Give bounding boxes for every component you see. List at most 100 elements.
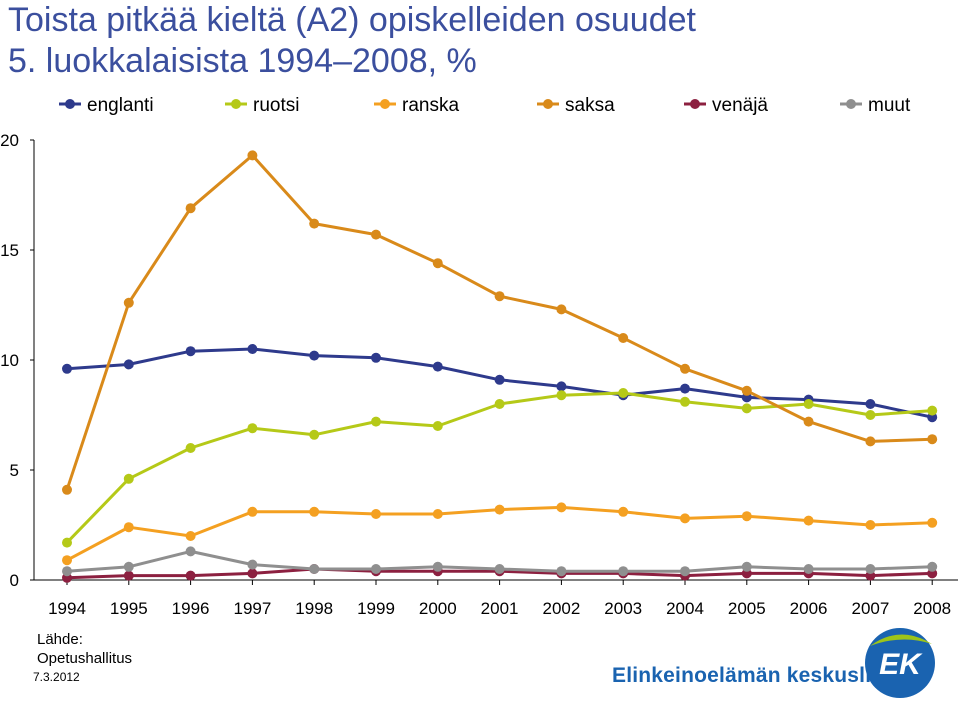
data-point	[680, 363, 690, 374]
x-tick-label: 1998	[295, 599, 333, 618]
ek-logo-text: EK	[879, 648, 923, 681]
legend-label: saksa	[565, 95, 615, 116]
data-point	[865, 410, 876, 420]
legend-label: muut	[868, 95, 911, 116]
data-point	[123, 570, 134, 581]
data-point	[618, 333, 629, 343]
y-tick-label: 15	[0, 241, 19, 260]
series-line	[65, 153, 933, 491]
data-point	[927, 561, 938, 572]
date-stamp: 7.3.2012	[33, 670, 80, 684]
data-point	[309, 564, 320, 574]
legend-item: venäjä	[684, 95, 768, 116]
y-tick-label: 20	[0, 131, 19, 150]
data-point	[62, 537, 72, 548]
data-point	[247, 506, 258, 517]
data-point	[123, 561, 134, 572]
data-point	[556, 304, 567, 315]
data-point	[371, 509, 381, 519]
data-point	[865, 399, 876, 409]
legend-marker	[846, 99, 856, 109]
ek-logo: EK	[865, 628, 935, 698]
legend-marker	[690, 99, 700, 109]
data-point	[432, 421, 443, 431]
data-point	[371, 416, 381, 427]
legend-marker	[543, 99, 553, 109]
x-tick-label: 1999	[357, 599, 395, 618]
source-name: Opetushallitus	[37, 650, 133, 667]
data-point	[803, 399, 814, 409]
data-point	[62, 484, 72, 495]
data-point	[185, 531, 196, 541]
data-point	[247, 568, 258, 579]
legend-label: ranska	[402, 95, 459, 116]
data-point	[185, 570, 196, 581]
y-tick-label: 0	[10, 571, 19, 590]
chart-title: Toista pitkää kieltä (A2) opiskelleiden …	[8, 0, 696, 82]
data-point	[494, 399, 505, 409]
legend-item: ranska	[374, 95, 459, 116]
series	[62, 502, 938, 566]
data-point	[309, 218, 320, 229]
data-point	[62, 363, 72, 374]
data-point	[556, 566, 567, 577]
data-point	[865, 436, 876, 447]
ek-logo-swoosh	[870, 634, 932, 646]
data-point	[62, 566, 72, 577]
data-point	[618, 506, 629, 517]
legend-item: muut	[840, 95, 911, 116]
data-point	[247, 150, 258, 161]
data-point	[618, 566, 629, 577]
data-point	[185, 546, 196, 557]
x-tick-label: 2000	[419, 599, 457, 618]
legend-marker	[231, 99, 241, 109]
data-point	[927, 405, 938, 416]
data-point	[494, 504, 505, 515]
x-tick-label: 2002	[542, 599, 580, 618]
data-point	[371, 564, 381, 574]
x-tick-label: 1997	[233, 599, 271, 618]
data-point	[494, 374, 505, 385]
legend-label: venäjä	[712, 95, 768, 116]
ek-logo-circle	[865, 628, 935, 698]
x-tick-label: 2005	[728, 599, 766, 618]
data-point	[309, 350, 320, 361]
data-point	[556, 502, 567, 513]
data-point	[865, 564, 876, 574]
data-point	[247, 423, 258, 434]
chart-title-line2: 5. luokkalaisista 1994–2008, %	[8, 42, 477, 80]
data-point	[309, 429, 320, 440]
legend-item: englanti	[59, 95, 154, 116]
data-point	[371, 229, 381, 240]
source-note: Lähde: Opetushallitus	[37, 630, 132, 668]
y-tick-label: 10	[0, 351, 19, 370]
data-point	[494, 564, 505, 574]
data-point	[185, 346, 196, 357]
legend-label: englanti	[87, 95, 154, 116]
x-tick-label: 2008	[913, 599, 951, 618]
data-point	[432, 509, 443, 519]
data-point	[680, 513, 690, 524]
x-tick-label: 1994	[48, 599, 86, 618]
data-point	[741, 561, 752, 572]
legend-item: saksa	[537, 95, 615, 116]
series	[62, 150, 938, 495]
data-point	[62, 555, 72, 566]
x-tick-label: 1995	[110, 599, 148, 618]
legend-label: ruotsi	[253, 95, 299, 116]
x-tick-label: 2006	[790, 599, 828, 618]
data-point	[927, 434, 938, 445]
data-point	[618, 388, 629, 398]
data-point	[123, 297, 134, 308]
data-point	[432, 361, 443, 372]
data-point	[741, 385, 752, 396]
data-point	[432, 258, 443, 269]
x-tick-label: 2003	[604, 599, 642, 618]
organization-name: Elinkeinoelämän keskusliitto	[612, 664, 905, 687]
legend-item: ruotsi	[225, 95, 299, 116]
chart-title-line1: Toista pitkää kieltä (A2) opiskelleiden …	[8, 1, 696, 39]
series	[62, 546, 938, 577]
data-point	[680, 566, 690, 577]
data-point	[803, 564, 814, 574]
data-point	[680, 383, 690, 394]
